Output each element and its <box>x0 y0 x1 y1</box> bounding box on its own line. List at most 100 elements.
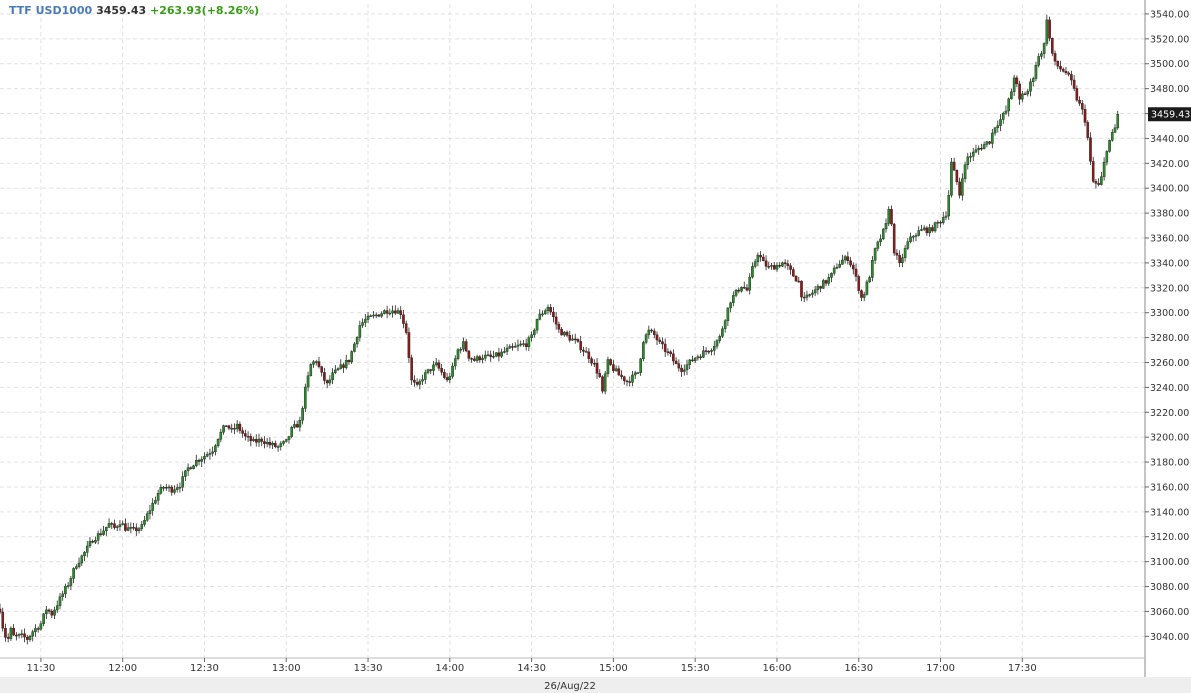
candle-body <box>565 331 569 336</box>
candle-body <box>726 307 730 321</box>
candle-body <box>230 428 234 430</box>
candle-body <box>211 451 214 454</box>
price-change: +263.93(+8.26%) <box>150 4 260 17</box>
symbol-label[interactable]: TTF USD1000 <box>9 4 93 17</box>
candle-body <box>244 433 247 437</box>
candle-body <box>969 156 972 158</box>
candle-body <box>369 315 373 317</box>
candle-body <box>61 593 65 597</box>
candle-body <box>928 227 931 234</box>
candle-body <box>816 286 820 290</box>
candle-body <box>999 119 1002 126</box>
x-tick-label: 14:30 <box>517 663 546 674</box>
candle-body <box>554 316 558 325</box>
candle-body <box>721 328 724 337</box>
candle-body <box>77 562 81 567</box>
candle-body <box>186 467 190 472</box>
y-tick-label: 3360.00 <box>1150 234 1189 245</box>
candle-body <box>557 323 561 330</box>
y-tick-label: 3280.00 <box>1150 333 1189 344</box>
candle-body <box>936 221 940 224</box>
candle-body <box>1086 122 1090 138</box>
candle-body <box>612 364 615 371</box>
candle-body <box>399 310 403 315</box>
candle-body <box>36 628 40 630</box>
candle-body <box>579 341 582 351</box>
candle-body <box>164 487 168 489</box>
candle-body <box>887 209 891 224</box>
candle-body <box>55 605 59 611</box>
candle-body <box>1072 79 1076 89</box>
candle-body <box>271 442 274 446</box>
candle-body <box>650 329 653 332</box>
candle-body <box>462 341 465 350</box>
candle-body <box>601 376 604 392</box>
candle-body <box>323 372 326 381</box>
candle-body <box>325 380 329 384</box>
candle-body <box>402 314 405 324</box>
candle-body <box>385 310 389 314</box>
candle-body <box>813 289 817 294</box>
candle-body <box>440 368 443 373</box>
candlesticks <box>0 14 1120 645</box>
candle-body <box>955 170 959 183</box>
candle-body <box>148 510 152 514</box>
candle-body <box>353 343 356 352</box>
candle-body <box>682 369 686 372</box>
candle-body <box>988 141 991 144</box>
candle-body <box>451 365 454 377</box>
candle-body <box>1059 66 1062 70</box>
candle-body <box>339 364 343 369</box>
x-tick-label: 13:30 <box>354 663 383 674</box>
x-tick-label: 13:00 <box>272 663 301 674</box>
candle-body <box>282 441 285 444</box>
y-tick-label: 3540.00 <box>1150 9 1189 20</box>
candle-body <box>1078 99 1081 104</box>
candle-body <box>704 350 708 352</box>
candle-body <box>227 425 231 429</box>
y-tick-label: 3320.00 <box>1150 283 1189 294</box>
candle-body <box>140 524 144 529</box>
candle-body <box>841 259 844 265</box>
candle-body <box>189 467 193 469</box>
candle-body <box>740 286 743 292</box>
candle-body <box>693 357 697 362</box>
candle-body <box>178 486 182 489</box>
candle-body <box>20 633 24 635</box>
candle-body <box>437 362 441 369</box>
candle-body <box>609 359 612 365</box>
candle-body <box>287 436 291 440</box>
candle-body <box>901 257 904 264</box>
candle-body <box>603 373 607 392</box>
candle-body <box>197 459 201 462</box>
candle-body <box>652 330 656 336</box>
candle-body <box>767 266 771 268</box>
candle-body <box>508 346 512 349</box>
x-tick-label: 11:30 <box>26 663 55 674</box>
candle-body <box>1105 151 1109 163</box>
x-axis-band <box>0 677 1191 693</box>
candle-body <box>819 286 822 289</box>
candle-body <box>963 164 967 180</box>
candle-body <box>39 623 43 630</box>
candle-body <box>301 408 304 421</box>
candle-body <box>154 500 157 504</box>
y-tick-label: 3120.00 <box>1150 532 1189 543</box>
x-tick-label: 16:00 <box>763 663 792 674</box>
y-tick-label: 3040.00 <box>1150 632 1189 643</box>
candle-body <box>1089 137 1092 162</box>
candle-body <box>374 314 378 317</box>
candle-body <box>857 276 861 291</box>
candle-body <box>473 358 476 361</box>
candle-body <box>1042 43 1046 54</box>
candle-body <box>590 358 593 364</box>
y-tick-label: 3180.00 <box>1150 458 1189 469</box>
candle-body <box>448 376 452 381</box>
candle-body <box>1031 78 1035 83</box>
candle-body <box>781 262 784 267</box>
candle-body <box>159 487 163 494</box>
candle-body <box>364 319 367 323</box>
candle-body <box>224 425 228 427</box>
y-tick-label: 3500.00 <box>1150 59 1189 70</box>
